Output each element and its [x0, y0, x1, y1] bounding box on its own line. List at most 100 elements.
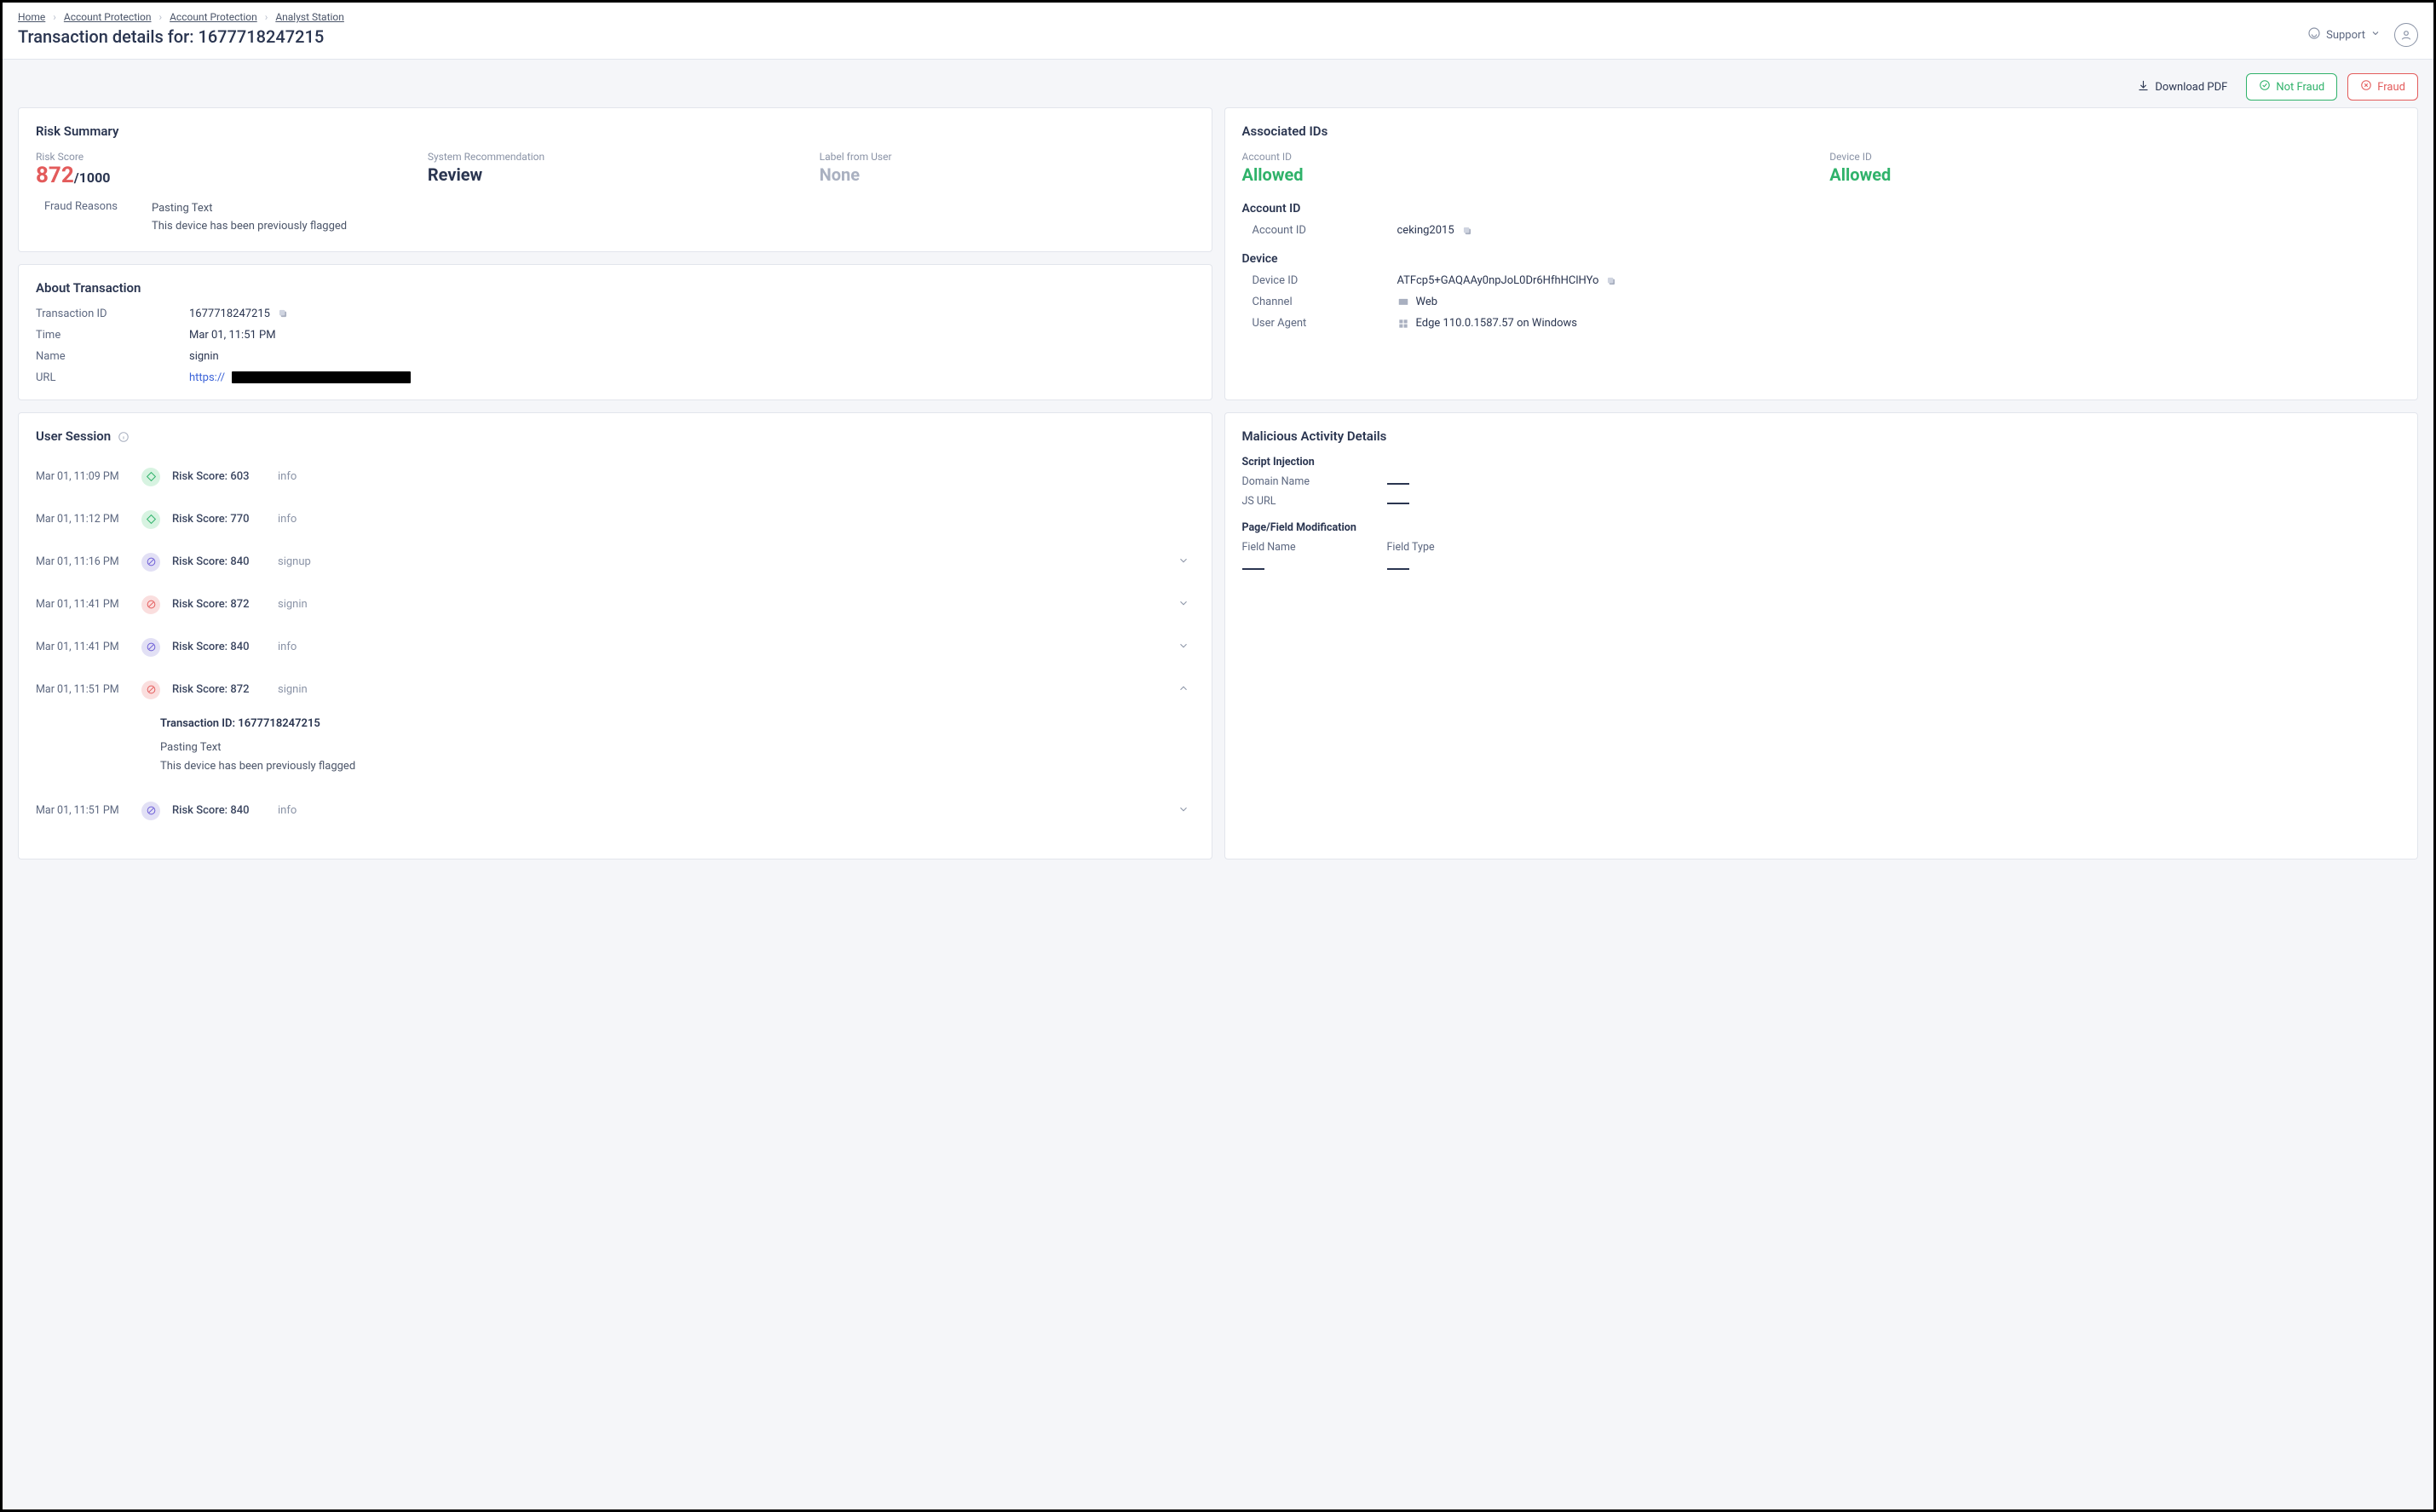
expanded-title: Transaction ID: 1677718247215 — [160, 715, 1189, 733]
fraud-reason: Pasting Text — [152, 200, 347, 218]
expand-toggle[interactable] — [1178, 803, 1189, 819]
session-action: info — [278, 470, 297, 483]
name-value: signin — [189, 350, 1195, 363]
risk-score-value: 872 — [36, 163, 74, 188]
session-time: Mar 01, 11:41 PM — [36, 598, 130, 611]
breadcrumb-item[interactable]: Home — [18, 11, 45, 23]
risk-score-label: Risk Score — [36, 151, 411, 163]
channel-key: Channel — [1253, 296, 1397, 308]
device-id-value: ATFcp5+GAQAAy0npJoL0Dr6HfhHClHYo — [1397, 274, 1599, 287]
session-time: Mar 01, 11:12 PM — [36, 513, 130, 526]
user-label-value: None — [820, 164, 1195, 185]
empty-value — [1242, 568, 1264, 570]
expand-toggle[interactable] — [1178, 597, 1189, 612]
session-score: Risk Score: 872 — [172, 598, 266, 611]
breadcrumb-item[interactable]: Analyst Station — [275, 11, 344, 23]
risk-summary-card: Risk Summary Risk Score 872/1000 System … — [18, 107, 1212, 252]
download-pdf-button[interactable]: Download PDF — [2128, 73, 2236, 101]
session-row[interactable]: Mar 01, 11:16 PMRisk Score: 840signup — [36, 541, 1189, 584]
session-time: Mar 01, 11:16 PM — [36, 555, 130, 568]
session-row[interactable]: Mar 01, 11:55 PMRisk Score: 872signin — [36, 832, 1189, 843]
session-row[interactable]: Mar 01, 11:41 PMRisk Score: 840info — [36, 626, 1189, 669]
session-row[interactable]: Mar 01, 11:51 PMRisk Score: 872signin — [36, 669, 1189, 711]
session-list[interactable]: Mar 01, 11:09 PMRisk Score: 603infoMar 0… — [36, 456, 1195, 843]
fraud-reasons-label: Fraud Reasons — [44, 200, 118, 236]
support-menu[interactable]: Support — [2307, 26, 2381, 43]
card-title: Risk Summary — [36, 124, 1195, 139]
useragent-value: Edge 110.0.1587.57 on Windows — [1416, 317, 1578, 330]
session-status-icon — [141, 595, 160, 614]
headset-icon — [2307, 26, 2321, 43]
fraud-label: Fraud — [2377, 81, 2405, 94]
session-row[interactable]: Mar 01, 11:41 PM Risk Score: 872 signin — [36, 584, 1189, 626]
expand-toggle[interactable] — [1178, 555, 1189, 570]
session-status-icon — [141, 638, 160, 657]
session-score: Risk Score: 840 — [172, 804, 266, 817]
session-action: signin — [278, 598, 308, 611]
user-label-label: Label from User — [820, 151, 1195, 163]
account-status: Allowed — [1242, 164, 1813, 185]
associated-ids-card: Associated IDs Account ID Allowed Device… — [1224, 107, 2419, 400]
field-type-key: Field Type — [1387, 541, 2401, 554]
jsurl-key: JS URL — [1242, 495, 1387, 508]
expand-toggle[interactable] — [1178, 640, 1189, 655]
session-status-icon — [141, 553, 160, 572]
page-title: Transaction details for: 1677718247215 — [18, 26, 344, 47]
device-status: Allowed — [1829, 164, 2400, 185]
not-fraud-button[interactable]: Not Fraud — [2246, 73, 2337, 101]
session-score: Risk Score: 840 — [172, 641, 266, 653]
expand-toggle[interactable] — [1178, 682, 1189, 698]
session-time: Mar 01, 11:51 PM — [36, 683, 130, 696]
breadcrumb-item[interactable]: Account Protection — [170, 11, 257, 23]
account-id-value: ceking2015 — [1397, 224, 1454, 237]
info-icon[interactable] — [118, 431, 130, 443]
download-pdf-label: Download PDF — [2155, 81, 2227, 94]
page-mod-title: Page/Field Modification — [1242, 521, 2401, 534]
fraud-reasons-list: Pasting Text This device has been previo… — [152, 200, 347, 236]
script-injection-title: Script Injection — [1242, 456, 2401, 469]
session-time: Mar 01, 11:51 PM — [36, 804, 130, 817]
breadcrumb: Home › Account Protection › Account Prot… — [18, 11, 344, 23]
monitor-icon — [1397, 296, 1409, 308]
chevron-right-icon: › — [265, 11, 268, 23]
session-status-icon — [141, 510, 160, 529]
copy-icon[interactable] — [1461, 225, 1473, 237]
empty-value — [1387, 503, 1409, 504]
copy-icon[interactable] — [277, 308, 289, 319]
url-key: URL — [36, 371, 189, 384]
card-title: User Session — [36, 428, 1195, 444]
windows-icon — [1397, 318, 1409, 330]
domain-name-key: Domain Name — [1242, 475, 1387, 488]
accountid-subhead: Account ID — [1242, 202, 2401, 216]
session-action: info — [278, 641, 297, 653]
topbar: Home › Account Protection › Account Prot… — [3, 3, 2433, 60]
chevron-right-icon: › — [53, 11, 56, 23]
redacted-url — [232, 371, 411, 383]
session-score: Risk Score: 603 — [172, 470, 266, 483]
about-transaction-card: About Transaction Transaction ID 1677718… — [18, 264, 1212, 400]
copy-icon[interactable] — [1605, 275, 1617, 287]
user-session-title: User Session — [36, 428, 111, 444]
session-row[interactable]: Mar 01, 11:51 PMRisk Score: 840info — [36, 790, 1189, 832]
chevron-down-icon — [2370, 28, 2381, 42]
device-id-label: Device ID — [1829, 151, 2400, 163]
breadcrumb-item[interactable]: Account Protection — [64, 11, 152, 23]
fraud-reason: This device has been previously flagged — [152, 218, 347, 236]
fraud-button[interactable]: Fraud — [2347, 73, 2418, 101]
session-score: Risk Score: 770 — [172, 513, 266, 526]
card-title: Malicious Activity Details — [1242, 428, 2401, 444]
card-title: Associated IDs — [1242, 124, 2401, 139]
url-prefix[interactable]: https:// — [189, 371, 225, 384]
device-id-key: Device ID — [1253, 274, 1397, 287]
action-bar: Download PDF Not Fraud Fraud — [3, 60, 2433, 107]
session-action: signup — [278, 555, 311, 568]
user-session-card: User Session Mar 01, 11:09 PMRisk Score:… — [18, 412, 1212, 859]
session-score: Risk Score: 872 — [172, 683, 266, 696]
empty-value — [1387, 568, 1409, 570]
avatar[interactable] — [2394, 23, 2418, 47]
name-key: Name — [36, 350, 189, 363]
system-recommendation-value: Review — [428, 164, 803, 185]
channel-value: Web — [1416, 296, 1438, 308]
session-status-icon — [141, 681, 160, 699]
download-icon — [2137, 79, 2150, 95]
